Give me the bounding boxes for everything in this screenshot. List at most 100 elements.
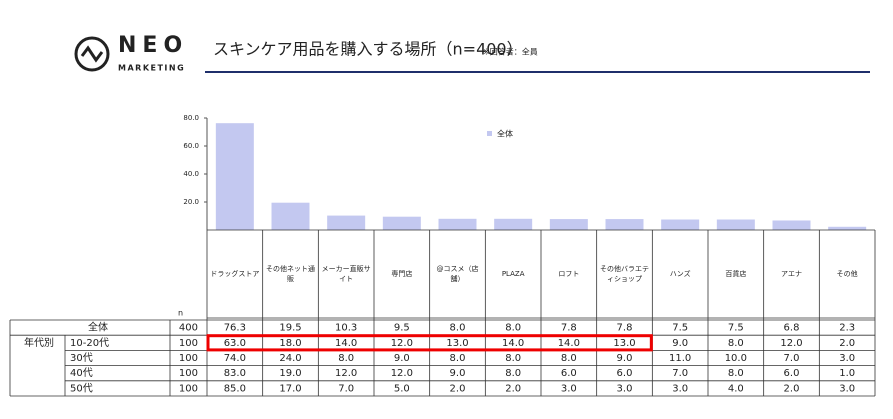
bar <box>215 123 254 230</box>
table-cell: 3.0 <box>839 383 855 394</box>
table-cell: 63.0 <box>224 338 246 349</box>
category-label: メーカー直販サイト <box>321 264 371 284</box>
table-cell: 3.0 <box>672 383 688 394</box>
table-cell: 8.0 <box>561 353 577 364</box>
table-cell: 14.0 <box>502 338 524 349</box>
n-header: n <box>178 309 183 318</box>
table-cell: 6.0 <box>561 368 577 379</box>
table-cell: 18.0 <box>279 338 301 349</box>
bar <box>271 202 310 230</box>
table-cell: 7.5 <box>672 323 688 334</box>
table-cell: 13.0 <box>446 338 468 349</box>
table-cell: 83.0 <box>224 368 246 379</box>
y-tick-label: 40.0 <box>183 170 199 178</box>
category-cell: アエナ <box>780 269 802 278</box>
table-cell: 8.0 <box>450 323 466 334</box>
n-cell: 100 <box>179 338 198 349</box>
table-cell: 3.0 <box>561 383 577 394</box>
table-cell: 4.0 <box>728 383 744 394</box>
bar <box>549 219 588 230</box>
table-cell: 8.0 <box>505 353 521 364</box>
table-cell: 8.0 <box>728 368 744 379</box>
table-cell: 7.8 <box>561 323 577 334</box>
table-cell: 6.8 <box>784 323 800 334</box>
table-cell: 9.0 <box>394 353 410 364</box>
title: スキンケア用品を購入する場所（n=400） <box>213 40 523 59</box>
table-cell: 6.0 <box>784 368 800 379</box>
table-cell: 14.0 <box>558 338 580 349</box>
table-cell: 9.0 <box>672 338 688 349</box>
table-cell: 19.5 <box>279 323 301 334</box>
table-cell: 7.0 <box>338 383 354 394</box>
group-label: 年代別 <box>24 336 54 349</box>
bar <box>716 219 755 230</box>
y-tick-label: 20.0 <box>183 198 199 206</box>
category-label: 百貨店 <box>725 269 747 278</box>
bar <box>494 218 533 230</box>
category-label: ハンズ <box>669 269 691 278</box>
category-cell: @コスメ（店舗） <box>436 264 479 284</box>
table-cell: 7.0 <box>672 368 688 379</box>
category-cell: その他バラエティショップ <box>599 264 649 284</box>
table-cell: 74.0 <box>224 353 246 364</box>
table-cell: 8.0 <box>505 368 521 379</box>
table-cell: 3.0 <box>617 383 633 394</box>
category-cell: その他ネット通販 <box>265 264 315 284</box>
logo-text: NEO <box>118 33 188 58</box>
logo-subtext: MARKETING <box>118 64 185 73</box>
bar <box>382 216 421 230</box>
row-label: 30代 <box>70 352 93 364</box>
category-cell: 百貨店 <box>725 269 747 278</box>
table-cell: 3.0 <box>839 353 855 364</box>
bar <box>828 226 867 230</box>
category-cell: その他 <box>837 270 858 278</box>
table-cell: 2.0 <box>784 383 800 394</box>
table-cell: 9.5 <box>394 323 410 334</box>
category-label: 専門店 <box>391 269 413 278</box>
table-cell: 1.0 <box>839 368 855 379</box>
category-label: その他バラエティショップ <box>599 264 649 284</box>
logo-wave <box>80 45 104 63</box>
table-cell: 12.0 <box>780 338 802 349</box>
table-cell: 8.0 <box>505 323 521 334</box>
table-cell: 7.8 <box>617 323 633 334</box>
bar <box>772 220 811 230</box>
note: ※回答者：全員 <box>483 47 538 57</box>
n-cell: 100 <box>179 353 198 364</box>
bar <box>327 215 366 230</box>
category-cell: 専門店 <box>391 269 413 278</box>
category-cell: メーカー直販サイト <box>321 264 371 284</box>
table-cell: 10.0 <box>725 353 747 364</box>
table-cell: 12.0 <box>391 338 413 349</box>
table-cell: 5.0 <box>394 383 410 394</box>
logo-mark <box>74 36 110 72</box>
table-cell: 2.0 <box>505 383 521 394</box>
legend-swatch <box>487 131 492 136</box>
category-label: ロフト <box>558 269 580 278</box>
table-cell: 12.0 <box>391 368 413 379</box>
category-label: @コスメ（店舗） <box>436 264 479 284</box>
category-cell: ハンズ <box>669 269 691 278</box>
table-cell: 24.0 <box>279 353 301 364</box>
y-tick-label: 60.0 <box>183 142 199 150</box>
table-cell: 14.0 <box>335 338 357 349</box>
table-cell: 2.0 <box>450 383 466 394</box>
table-cell: 19.0 <box>279 368 301 379</box>
table-cell: 6.0 <box>617 368 633 379</box>
n-cell: 100 <box>179 368 198 379</box>
highlight-box <box>206 334 653 352</box>
category-label: アエナ <box>780 269 802 278</box>
table-cell: 2.3 <box>839 323 855 334</box>
n-cell: 100 <box>179 383 198 394</box>
n-cell: 400 <box>179 323 198 334</box>
table-cell: 8.0 <box>450 353 466 364</box>
bar <box>661 219 700 230</box>
row-label: 10-20代 <box>70 337 109 349</box>
category-label: その他ネット通販 <box>265 264 315 284</box>
bar <box>438 218 477 230</box>
category-cell: ドラッグストア <box>210 270 259 278</box>
row-label: 50代 <box>70 382 93 394</box>
table-cell: 7.0 <box>784 353 800 364</box>
table-cell: 8.0 <box>728 338 744 349</box>
